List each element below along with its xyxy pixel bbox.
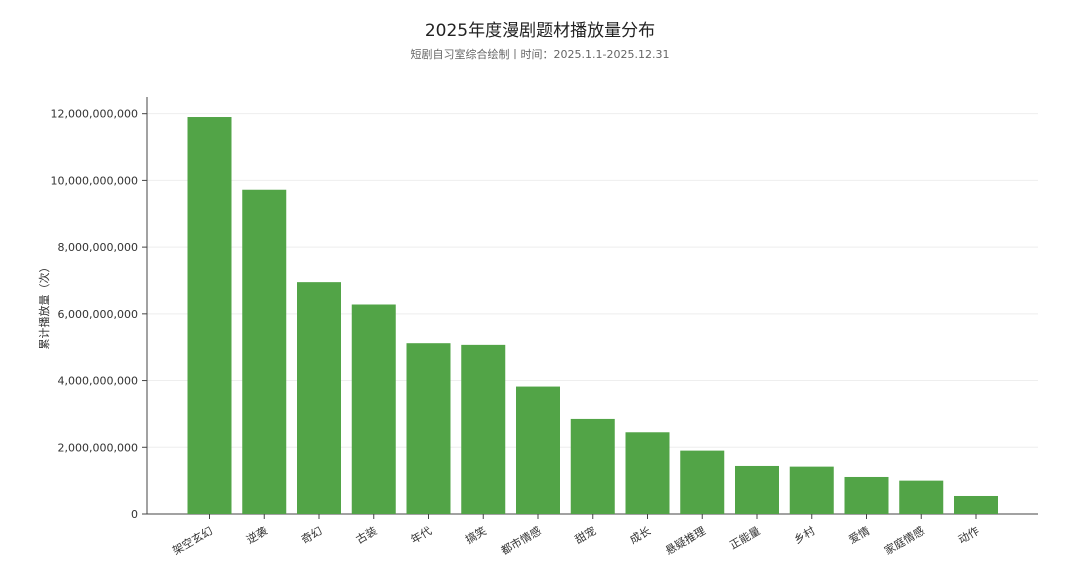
y-tick-label: 8,000,000,000 <box>58 241 138 254</box>
bar <box>187 117 232 515</box>
x-tick-label: 乡村 <box>791 523 817 546</box>
bar <box>899 480 944 514</box>
x-tick-label: 动作 <box>956 524 982 546</box>
x-tick-label: 都市情感 <box>498 523 543 557</box>
x-tick-label: 爱情 <box>846 524 872 546</box>
x-tick-label: 甜宠 <box>572 523 598 546</box>
y-tick-label: 2,000,000,000 <box>58 441 138 454</box>
x-tick-label: 奇幻 <box>299 524 325 546</box>
bar <box>954 495 998 514</box>
x-tick-label: 成长 <box>627 524 653 546</box>
y-tick-label: 12,000,000,000 <box>51 108 138 121</box>
x-tick-label: 架空玄幻 <box>170 523 215 557</box>
x-tick-label: 古装 <box>354 524 380 546</box>
bar <box>625 432 670 514</box>
x-tick-label: 年代 <box>408 523 434 546</box>
x-tick-label: 逆袭 <box>244 523 270 546</box>
x-tick-label: 家庭情感 <box>882 523 927 557</box>
y-tick-label: 10,000,000,000 <box>51 174 138 187</box>
x-tick-label: 搞笑 <box>463 523 489 546</box>
bar <box>242 189 287 515</box>
bar <box>735 465 779 514</box>
bar <box>406 343 451 514</box>
bar <box>516 386 560 514</box>
bar <box>844 476 889 514</box>
chart-subtitle: 短剧自习室综合绘制丨时间：2025.1.1-2025.12.31 <box>410 48 670 61</box>
bar <box>461 344 506 514</box>
x-tick-label: 正能量 <box>727 523 763 552</box>
bar <box>297 282 341 514</box>
chart-title: 2025年度漫剧题材播放量分布 <box>424 21 656 41</box>
x-tick-label: 悬疑推理 <box>663 523 708 557</box>
bar <box>570 418 615 514</box>
y-tick-label: 6,000,000,000 <box>58 308 138 321</box>
bar <box>789 466 834 514</box>
bar <box>680 450 725 514</box>
y-tick-label: 0 <box>131 508 138 521</box>
y-tick-label: 4,000,000,000 <box>58 375 138 388</box>
y-axis-label: 累计播放量（次） <box>37 262 51 350</box>
bar <box>351 304 396 514</box>
